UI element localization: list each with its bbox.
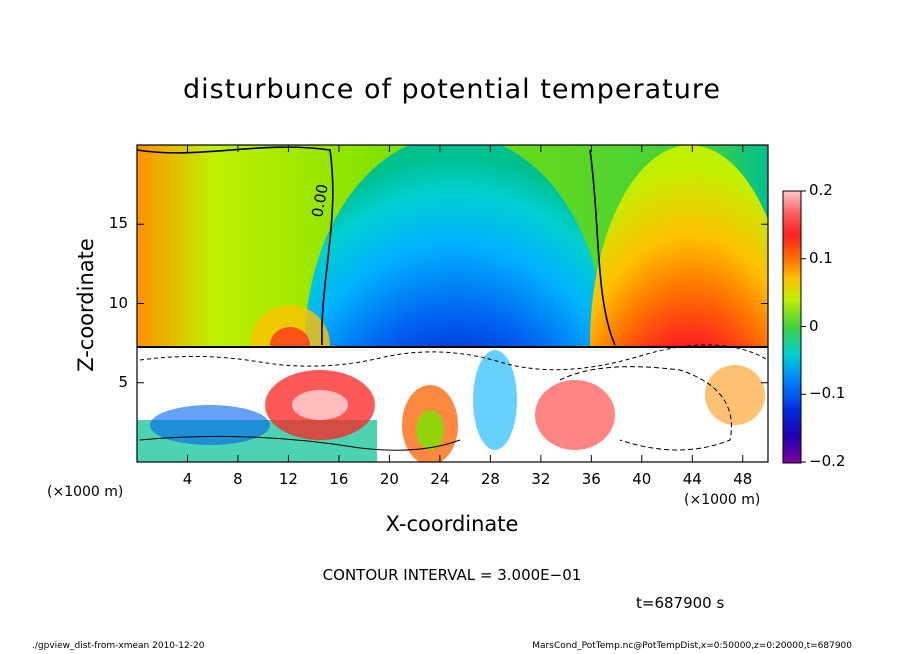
time-label: t=687900 s <box>636 594 725 612</box>
zero-contour-right <box>589 149 616 346</box>
x-axis-label: X-coordinate <box>385 512 519 536</box>
colorbar-label: 0.2 <box>809 181 833 199</box>
footer-command: ./gpview_dist-from-xmean 2010-12-20 <box>32 641 205 651</box>
axis-ticks <box>137 145 806 463</box>
x-tick-label: 28 <box>480 470 500 488</box>
colorbar-label: 0.1 <box>809 248 833 267</box>
contour-label: 0.00 <box>308 183 332 219</box>
chart-title: disturbunce of potential temperature <box>183 74 721 105</box>
heatmap-field <box>137 145 768 462</box>
x-tick-label: 12 <box>278 470 298 488</box>
x-tick-label: 4 <box>182 470 193 488</box>
x-tick-label: 8 <box>233 470 243 488</box>
colorbar-label: 0 <box>809 316 819 335</box>
y-tick-label: 5 <box>118 372 128 391</box>
dashed-contour <box>139 344 768 371</box>
x-tick-label: 32 <box>531 470 551 488</box>
lower-green-core <box>416 410 444 450</box>
x-tick-label: 48 <box>733 470 753 488</box>
x-tick-label: 44 <box>682 470 702 488</box>
lower-contour <box>139 435 461 451</box>
x-unit-label-right: (×1000 m) <box>684 492 761 508</box>
x-tick-label: 40 <box>632 470 652 488</box>
lower-cyan-patch <box>473 350 517 450</box>
x-tick-label: 36 <box>581 470 601 488</box>
y-tick-label: 10 <box>108 293 128 312</box>
lower-red-patch-2 <box>535 380 615 450</box>
footer-source: MarsCond_PotTemp.nc@PotTempDist,x=0:5000… <box>532 641 852 651</box>
zero-contour-left <box>137 146 334 346</box>
x-tick-label: 20 <box>379 470 399 488</box>
cold-cell <box>305 145 605 462</box>
colorbar-label: −0.1 <box>809 384 846 403</box>
lower-contour-dashed <box>559 366 732 451</box>
colorbar <box>782 190 802 464</box>
x-tick-label: 24 <box>430 470 450 488</box>
colorbar-label: −0.2 <box>809 452 846 470</box>
contour-interval: CONTOUR INTERVAL = 3.000E−01 <box>322 566 582 584</box>
y-tick-label: 15 <box>108 214 128 233</box>
lower-pink-core <box>292 390 348 420</box>
lower-blue-patch <box>150 405 270 445</box>
x-unit-label-left: (×1000 m) <box>47 484 124 500</box>
x-tick-label: 16 <box>329 470 349 488</box>
lower-orange-patch-2 <box>705 365 765 425</box>
y-axis-label: Z-coordinate <box>74 238 98 372</box>
